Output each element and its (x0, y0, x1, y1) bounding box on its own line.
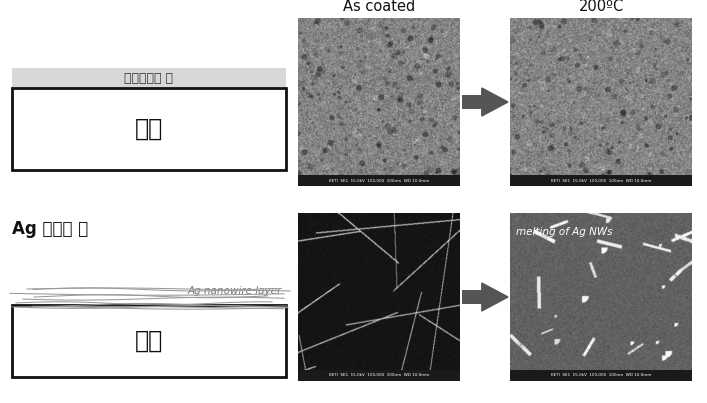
Text: KETI  SE1  15.0kV  100,000  100nm  WD 10.0mm: KETI SE1 15.0kV 100,000 100nm WD 10.0mm (329, 179, 429, 183)
Bar (298, 370, 460, 381)
Text: KETI  SE1  15.0kV  100,000  100nm  WD 10.0mm: KETI SE1 15.0kV 100,000 100nm WD 10.0mm (551, 179, 651, 183)
Bar (12, 68, 286, 88)
Bar (510, 175, 692, 186)
Bar (510, 370, 692, 381)
Text: melting of Ag NWs: melting of Ag NWs (516, 227, 612, 237)
Text: Ag 나노선 층: Ag 나노선 층 (12, 220, 88, 238)
Text: Ag nanowire layer: Ag nanowire layer (188, 286, 282, 296)
Bar (12, 305, 286, 377)
Bar (462, 95, 484, 109)
Text: 200ºC: 200ºC (578, 0, 624, 14)
Text: KETI  SE1  15.0kV  100,000  100nm  WD 10.0mm: KETI SE1 15.0kV 100,000 100nm WD 10.0mm (551, 374, 651, 378)
Polygon shape (481, 88, 508, 116)
Text: As coated: As coated (343, 0, 415, 14)
Bar (462, 290, 484, 304)
Text: KETI  SE1  15.0kV  100,000  100nm  WD 10.0mm: KETI SE1 15.0kV 100,000 100nm WD 10.0mm (329, 374, 429, 378)
Bar (298, 175, 460, 186)
Bar (12, 88, 286, 170)
Text: 기판: 기판 (135, 117, 163, 141)
Text: 기판: 기판 (135, 329, 163, 353)
Polygon shape (481, 283, 508, 311)
Text: 하이브리드 층: 하이브리드 층 (124, 71, 173, 85)
